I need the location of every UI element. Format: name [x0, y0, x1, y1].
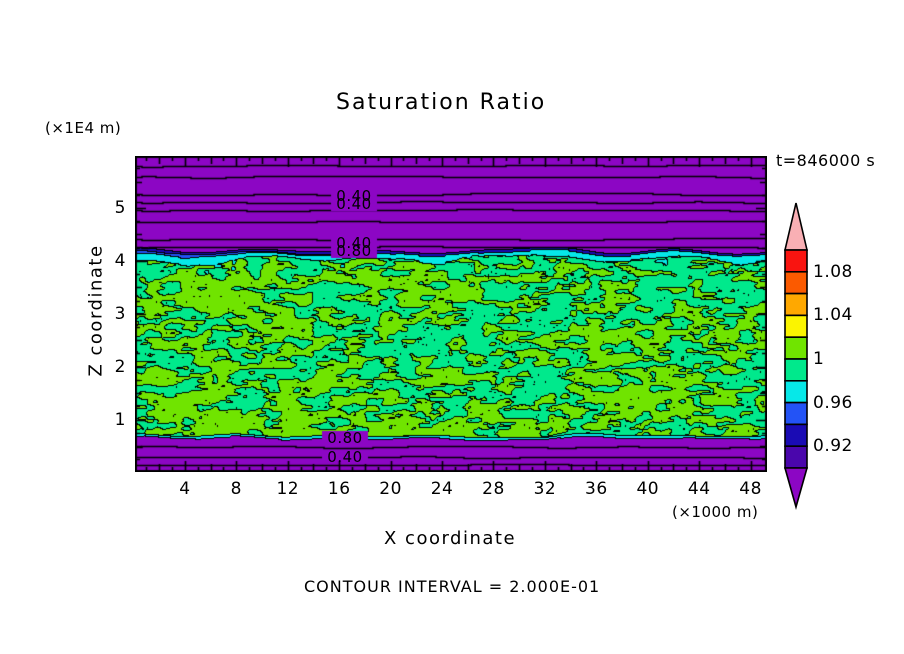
- x-tick-label: 36: [585, 479, 608, 499]
- colorbar-segment: [784, 445, 808, 469]
- colorbar-tick-label: 0.96: [813, 392, 853, 413]
- x-tick-label: 40: [636, 479, 660, 499]
- x-tick-label: 20: [379, 479, 402, 499]
- colorbar-segment: [784, 336, 808, 360]
- contour-label: 0.40: [327, 448, 363, 466]
- time-label: t=846000 s: [776, 151, 876, 170]
- x-tick-label: 12: [276, 479, 300, 499]
- x-tick-label: 48: [739, 479, 762, 499]
- colorbar-tick-label: 1: [813, 349, 825, 369]
- colorbar-segment: [784, 380, 808, 404]
- colorbar-segment: [784, 358, 808, 382]
- colorbar-over-arrow: [783, 202, 809, 251]
- colorbar-segment: [784, 292, 808, 317]
- colorbar-tick-label: 0.92: [813, 436, 853, 457]
- contour-label: 0.80: [336, 242, 372, 260]
- x-axis-title: X coordinate: [384, 528, 517, 549]
- x-tick-label: 4: [179, 479, 191, 499]
- colorbar-segment: [784, 249, 808, 273]
- y-tick-label: 1: [114, 409, 126, 430]
- colorbar-under-arrow: [783, 467, 809, 510]
- contour-field-canvas: [135, 156, 767, 472]
- y-tick-label: 3: [114, 303, 126, 324]
- colorbar-segment: [784, 314, 808, 339]
- y-tick-label: 4: [114, 250, 126, 271]
- contour-label: 0.40: [336, 195, 372, 213]
- x-tick-label: 16: [327, 479, 351, 499]
- colorbar-tick-label: 1.08: [813, 261, 853, 282]
- x-tick-label: 32: [533, 479, 557, 499]
- x-tick-label: 8: [230, 479, 242, 499]
- colorbar-tick-label: 1.04: [813, 305, 853, 326]
- x-tick-label: 28: [482, 479, 505, 499]
- y-tick-label: 5: [114, 198, 126, 218]
- x-tick-label: 24: [430, 479, 454, 499]
- colorbar-segment: [784, 401, 808, 426]
- page-title: Saturation Ratio: [336, 90, 547, 115]
- y-axis-unit: (×1E4 m): [45, 119, 122, 137]
- contour-label: 0.40: [336, 187, 372, 205]
- contour-interval-label: CONTOUR INTERVAL = 2.000E-01: [304, 577, 601, 596]
- x-axis-unit: (×1000 m): [672, 503, 759, 521]
- contour-label: 0.40: [336, 234, 372, 252]
- x-tick-label: 44: [687, 479, 711, 499]
- y-tick-label: 2: [114, 356, 126, 377]
- colorbar: [783, 202, 809, 510]
- colorbar-segment: [784, 271, 808, 295]
- colorbar-segment: [784, 423, 808, 447]
- contour-label: 0.80: [327, 429, 363, 447]
